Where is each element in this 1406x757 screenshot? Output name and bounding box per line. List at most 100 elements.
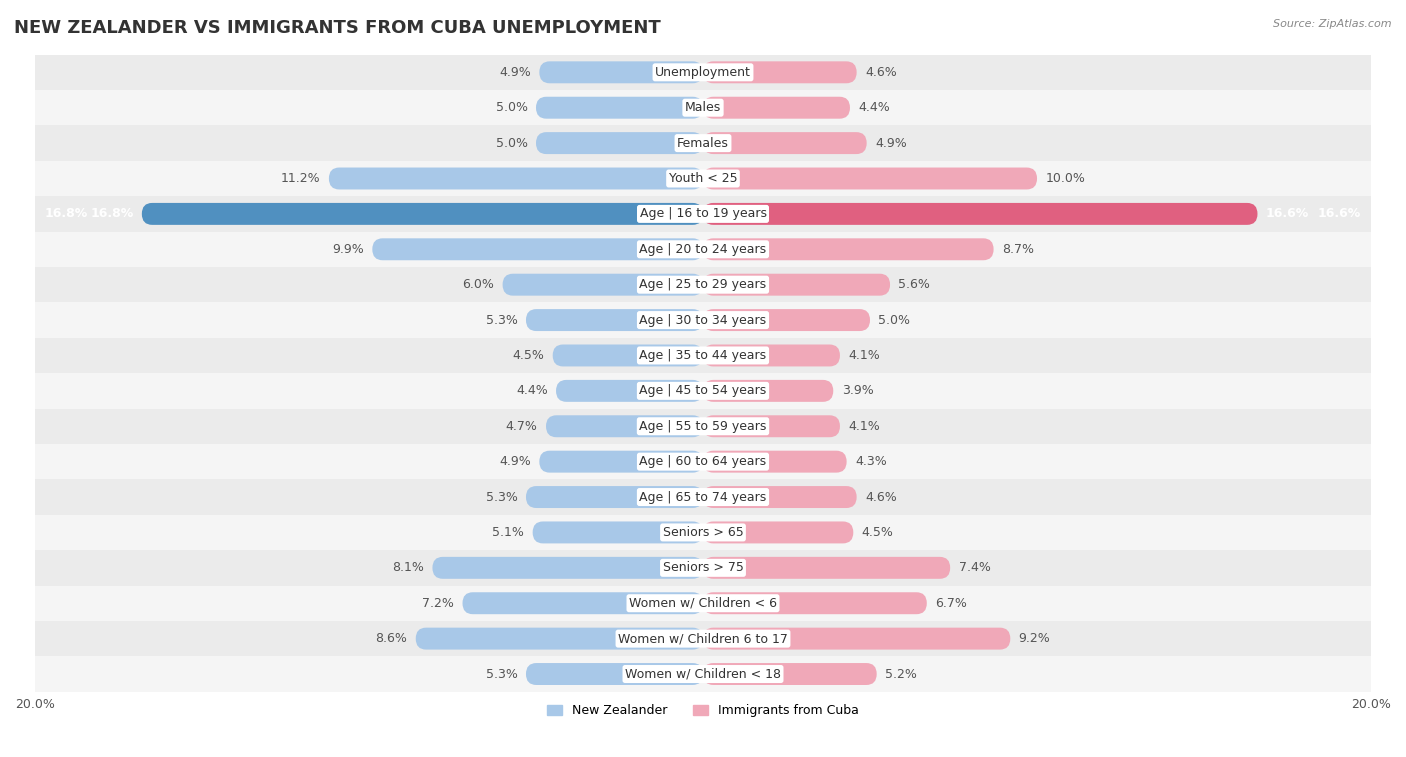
- FancyBboxPatch shape: [553, 344, 703, 366]
- FancyBboxPatch shape: [540, 450, 703, 472]
- Bar: [35, 621, 1371, 656]
- Text: 4.5%: 4.5%: [512, 349, 544, 362]
- Bar: [35, 302, 1371, 338]
- Text: 5.1%: 5.1%: [492, 526, 524, 539]
- Text: Age | 60 to 64 years: Age | 60 to 64 years: [640, 455, 766, 468]
- Text: 16.8%: 16.8%: [45, 207, 89, 220]
- FancyBboxPatch shape: [703, 167, 1038, 189]
- Text: Unemployment: Unemployment: [655, 66, 751, 79]
- Text: 5.3%: 5.3%: [485, 313, 517, 326]
- Text: 8.7%: 8.7%: [1002, 243, 1033, 256]
- FancyBboxPatch shape: [703, 344, 839, 366]
- Text: Youth < 25: Youth < 25: [669, 172, 737, 185]
- Text: 5.0%: 5.0%: [496, 136, 527, 150]
- Text: Age | 30 to 34 years: Age | 30 to 34 years: [640, 313, 766, 326]
- Text: 9.2%: 9.2%: [1019, 632, 1050, 645]
- Bar: [35, 515, 1371, 550]
- Bar: [35, 373, 1371, 409]
- Text: 6.0%: 6.0%: [463, 278, 495, 291]
- Text: Age | 55 to 59 years: Age | 55 to 59 years: [640, 419, 766, 433]
- Text: 5.0%: 5.0%: [496, 101, 527, 114]
- Text: 6.7%: 6.7%: [935, 597, 967, 609]
- Text: NEW ZEALANDER VS IMMIGRANTS FROM CUBA UNEMPLOYMENT: NEW ZEALANDER VS IMMIGRANTS FROM CUBA UN…: [14, 19, 661, 37]
- FancyBboxPatch shape: [703, 416, 839, 438]
- Text: 4.1%: 4.1%: [848, 419, 880, 433]
- Bar: [35, 479, 1371, 515]
- Text: Source: ZipAtlas.com: Source: ZipAtlas.com: [1274, 19, 1392, 29]
- Text: 11.2%: 11.2%: [281, 172, 321, 185]
- Text: 5.0%: 5.0%: [879, 313, 910, 326]
- Text: 4.4%: 4.4%: [858, 101, 890, 114]
- Text: Females: Females: [678, 136, 728, 150]
- FancyBboxPatch shape: [533, 522, 703, 544]
- FancyBboxPatch shape: [142, 203, 703, 225]
- Legend: New Zealander, Immigrants from Cuba: New Zealander, Immigrants from Cuba: [543, 699, 863, 722]
- Text: Women w/ Children 6 to 17: Women w/ Children 6 to 17: [619, 632, 787, 645]
- Text: Males: Males: [685, 101, 721, 114]
- Text: 4.9%: 4.9%: [499, 66, 531, 79]
- FancyBboxPatch shape: [526, 663, 703, 685]
- Text: 4.4%: 4.4%: [516, 385, 548, 397]
- Text: 16.6%: 16.6%: [1265, 207, 1309, 220]
- Bar: [35, 409, 1371, 444]
- Text: 8.6%: 8.6%: [375, 632, 408, 645]
- Bar: [35, 90, 1371, 126]
- Text: Women w/ Children < 18: Women w/ Children < 18: [626, 668, 780, 681]
- Text: 5.3%: 5.3%: [485, 491, 517, 503]
- Text: 4.7%: 4.7%: [506, 419, 537, 433]
- Text: 4.6%: 4.6%: [865, 491, 897, 503]
- Text: Age | 16 to 19 years: Age | 16 to 19 years: [640, 207, 766, 220]
- FancyBboxPatch shape: [703, 663, 877, 685]
- FancyBboxPatch shape: [703, 450, 846, 472]
- FancyBboxPatch shape: [703, 309, 870, 331]
- Text: Age | 35 to 44 years: Age | 35 to 44 years: [640, 349, 766, 362]
- FancyBboxPatch shape: [703, 61, 856, 83]
- FancyBboxPatch shape: [546, 416, 703, 438]
- Text: 4.3%: 4.3%: [855, 455, 887, 468]
- FancyBboxPatch shape: [463, 592, 703, 614]
- FancyBboxPatch shape: [373, 238, 703, 260]
- Bar: [35, 656, 1371, 692]
- FancyBboxPatch shape: [526, 486, 703, 508]
- Text: 16.6%: 16.6%: [1317, 207, 1361, 220]
- FancyBboxPatch shape: [703, 592, 927, 614]
- Text: 4.9%: 4.9%: [499, 455, 531, 468]
- Text: Women w/ Children < 6: Women w/ Children < 6: [628, 597, 778, 609]
- FancyBboxPatch shape: [703, 203, 1257, 225]
- Text: 4.1%: 4.1%: [848, 349, 880, 362]
- Text: Age | 25 to 29 years: Age | 25 to 29 years: [640, 278, 766, 291]
- FancyBboxPatch shape: [703, 238, 994, 260]
- Text: Age | 65 to 74 years: Age | 65 to 74 years: [640, 491, 766, 503]
- FancyBboxPatch shape: [703, 522, 853, 544]
- Text: 3.9%: 3.9%: [842, 385, 873, 397]
- FancyBboxPatch shape: [416, 628, 703, 650]
- Text: 5.6%: 5.6%: [898, 278, 931, 291]
- Text: Seniors > 65: Seniors > 65: [662, 526, 744, 539]
- FancyBboxPatch shape: [502, 274, 703, 296]
- FancyBboxPatch shape: [329, 167, 703, 189]
- Text: Seniors > 75: Seniors > 75: [662, 562, 744, 575]
- Text: 4.6%: 4.6%: [865, 66, 897, 79]
- Text: 9.9%: 9.9%: [332, 243, 364, 256]
- FancyBboxPatch shape: [703, 557, 950, 579]
- FancyBboxPatch shape: [703, 274, 890, 296]
- Bar: [35, 126, 1371, 160]
- Bar: [35, 585, 1371, 621]
- Text: 7.2%: 7.2%: [422, 597, 454, 609]
- Text: 16.8%: 16.8%: [90, 207, 134, 220]
- Text: Age | 45 to 54 years: Age | 45 to 54 years: [640, 385, 766, 397]
- FancyBboxPatch shape: [703, 486, 856, 508]
- FancyBboxPatch shape: [703, 380, 834, 402]
- Bar: [35, 444, 1371, 479]
- FancyBboxPatch shape: [526, 309, 703, 331]
- Bar: [35, 160, 1371, 196]
- Text: 5.3%: 5.3%: [485, 668, 517, 681]
- Text: 4.9%: 4.9%: [875, 136, 907, 150]
- FancyBboxPatch shape: [703, 628, 1011, 650]
- FancyBboxPatch shape: [536, 97, 703, 119]
- FancyBboxPatch shape: [555, 380, 703, 402]
- Bar: [35, 338, 1371, 373]
- Bar: [35, 267, 1371, 302]
- FancyBboxPatch shape: [540, 61, 703, 83]
- Text: 4.5%: 4.5%: [862, 526, 894, 539]
